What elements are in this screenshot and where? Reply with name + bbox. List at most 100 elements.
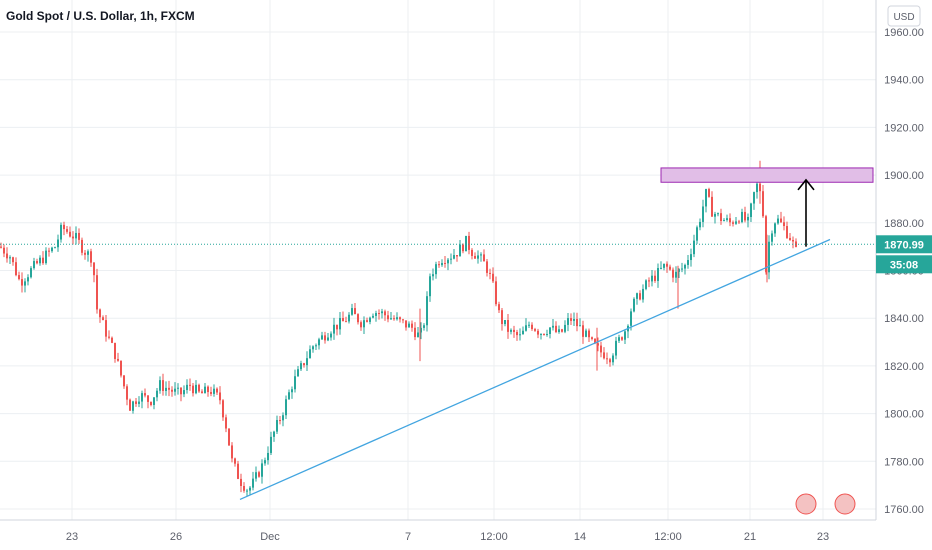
candle-body bbox=[252, 478, 254, 488]
candle-body bbox=[69, 231, 71, 237]
price-axis[interactable]: 1760.001780.001800.001820.001840.001860.… bbox=[875, 0, 932, 520]
candle-body bbox=[507, 319, 509, 332]
candle-body bbox=[594, 338, 596, 344]
candle-body bbox=[222, 400, 224, 418]
candle-body bbox=[384, 311, 386, 316]
us-flag-icon[interactable] bbox=[834, 493, 856, 515]
candle-body bbox=[504, 319, 506, 325]
us-flag-icon[interactable] bbox=[795, 493, 817, 515]
candle-body bbox=[663, 263, 665, 268]
candle-body bbox=[267, 452, 269, 461]
candle-body bbox=[207, 386, 209, 393]
candle-body bbox=[720, 213, 722, 222]
time-tick-label: 26 bbox=[170, 531, 182, 543]
candle-body bbox=[441, 262, 443, 266]
candle-body bbox=[426, 296, 428, 326]
candle-body bbox=[195, 384, 197, 394]
candle-body bbox=[87, 251, 89, 255]
candle-body bbox=[132, 401, 134, 411]
time-tick-label: 12:00 bbox=[480, 531, 508, 543]
candle-body bbox=[402, 319, 404, 321]
time-tick-label: 14 bbox=[574, 531, 586, 543]
candle-body bbox=[177, 387, 179, 389]
candle-body bbox=[75, 232, 77, 239]
candle-body bbox=[726, 218, 728, 221]
candle-body bbox=[603, 352, 605, 359]
candle-body bbox=[357, 314, 359, 323]
candle-body bbox=[210, 392, 212, 394]
candle-body bbox=[186, 384, 188, 391]
candle-body bbox=[219, 392, 221, 401]
candle-body bbox=[6, 253, 8, 259]
candle-body bbox=[423, 325, 425, 328]
candle-body bbox=[135, 401, 137, 404]
candle-body bbox=[339, 318, 341, 330]
candle-body bbox=[249, 487, 251, 491]
candlestick-series bbox=[0, 160, 797, 497]
arrow-head[interactable] bbox=[797, 178, 815, 191]
price-tick-label: 1900.00 bbox=[884, 170, 924, 182]
last-price-value: 1870.99 bbox=[884, 239, 924, 251]
price-tick-label: 1760.00 bbox=[884, 504, 924, 516]
candle-body bbox=[240, 478, 242, 487]
currency-label[interactable]: USD bbox=[893, 12, 914, 23]
candle-body bbox=[300, 363, 302, 370]
candle-body bbox=[417, 332, 419, 338]
candle-body bbox=[513, 329, 515, 332]
candle-body bbox=[369, 317, 371, 322]
candle-body bbox=[111, 337, 113, 343]
candle-body bbox=[783, 222, 785, 227]
candle-body bbox=[408, 323, 410, 328]
candle-body bbox=[363, 320, 365, 328]
candle-body bbox=[777, 218, 779, 224]
candle-body bbox=[450, 258, 452, 260]
candle-body bbox=[318, 339, 320, 346]
candle-body bbox=[642, 288, 644, 300]
candle-body bbox=[711, 196, 713, 217]
candle-body bbox=[189, 384, 191, 386]
candle-body bbox=[246, 490, 248, 492]
candle-body bbox=[600, 345, 602, 353]
candle-body bbox=[561, 329, 563, 332]
candle-body bbox=[48, 250, 50, 252]
candle-body bbox=[270, 436, 272, 453]
candle-body bbox=[171, 389, 173, 392]
candle-body bbox=[621, 337, 623, 340]
candle-body bbox=[39, 257, 41, 264]
countdown-badge bbox=[876, 255, 932, 274]
candle-body bbox=[588, 330, 590, 338]
candle-body bbox=[723, 220, 725, 222]
candle-body bbox=[3, 247, 5, 254]
candle-body bbox=[519, 334, 521, 336]
candle-body bbox=[201, 391, 203, 394]
candle-body bbox=[108, 336, 110, 338]
candle-body bbox=[333, 324, 335, 334]
candle-body bbox=[633, 298, 635, 312]
candle-body bbox=[765, 216, 767, 273]
candle-body bbox=[681, 268, 683, 270]
candle-body bbox=[591, 337, 593, 339]
candle-body bbox=[366, 320, 368, 322]
price-tick-label: 1960.00 bbox=[884, 27, 924, 39]
price-tick-label: 1840.00 bbox=[884, 313, 924, 325]
candle-body bbox=[105, 320, 107, 337]
currency-selector[interactable]: USD bbox=[887, 5, 921, 27]
candle-body bbox=[90, 251, 92, 263]
candle-body bbox=[315, 345, 317, 347]
candle-body bbox=[42, 257, 44, 264]
candle-body bbox=[630, 311, 632, 326]
candle-body bbox=[435, 264, 437, 275]
candle-body bbox=[420, 327, 422, 333]
resistance-zone[interactable] bbox=[660, 167, 874, 183]
events-indicator[interactable] bbox=[795, 493, 856, 515]
time-axis[interactable]: 23 26 Dec 7 12:00 14 12:00 21 23 bbox=[0, 519, 876, 543]
candle-body bbox=[396, 317, 398, 320]
candle-body bbox=[738, 221, 740, 223]
price-tick-label: 1920.00 bbox=[884, 122, 924, 134]
candle-body bbox=[744, 211, 746, 221]
candle-body bbox=[606, 358, 608, 360]
candle-body bbox=[540, 333, 542, 335]
candle-body bbox=[795, 241, 797, 247]
trendline[interactable] bbox=[239, 238, 831, 501]
